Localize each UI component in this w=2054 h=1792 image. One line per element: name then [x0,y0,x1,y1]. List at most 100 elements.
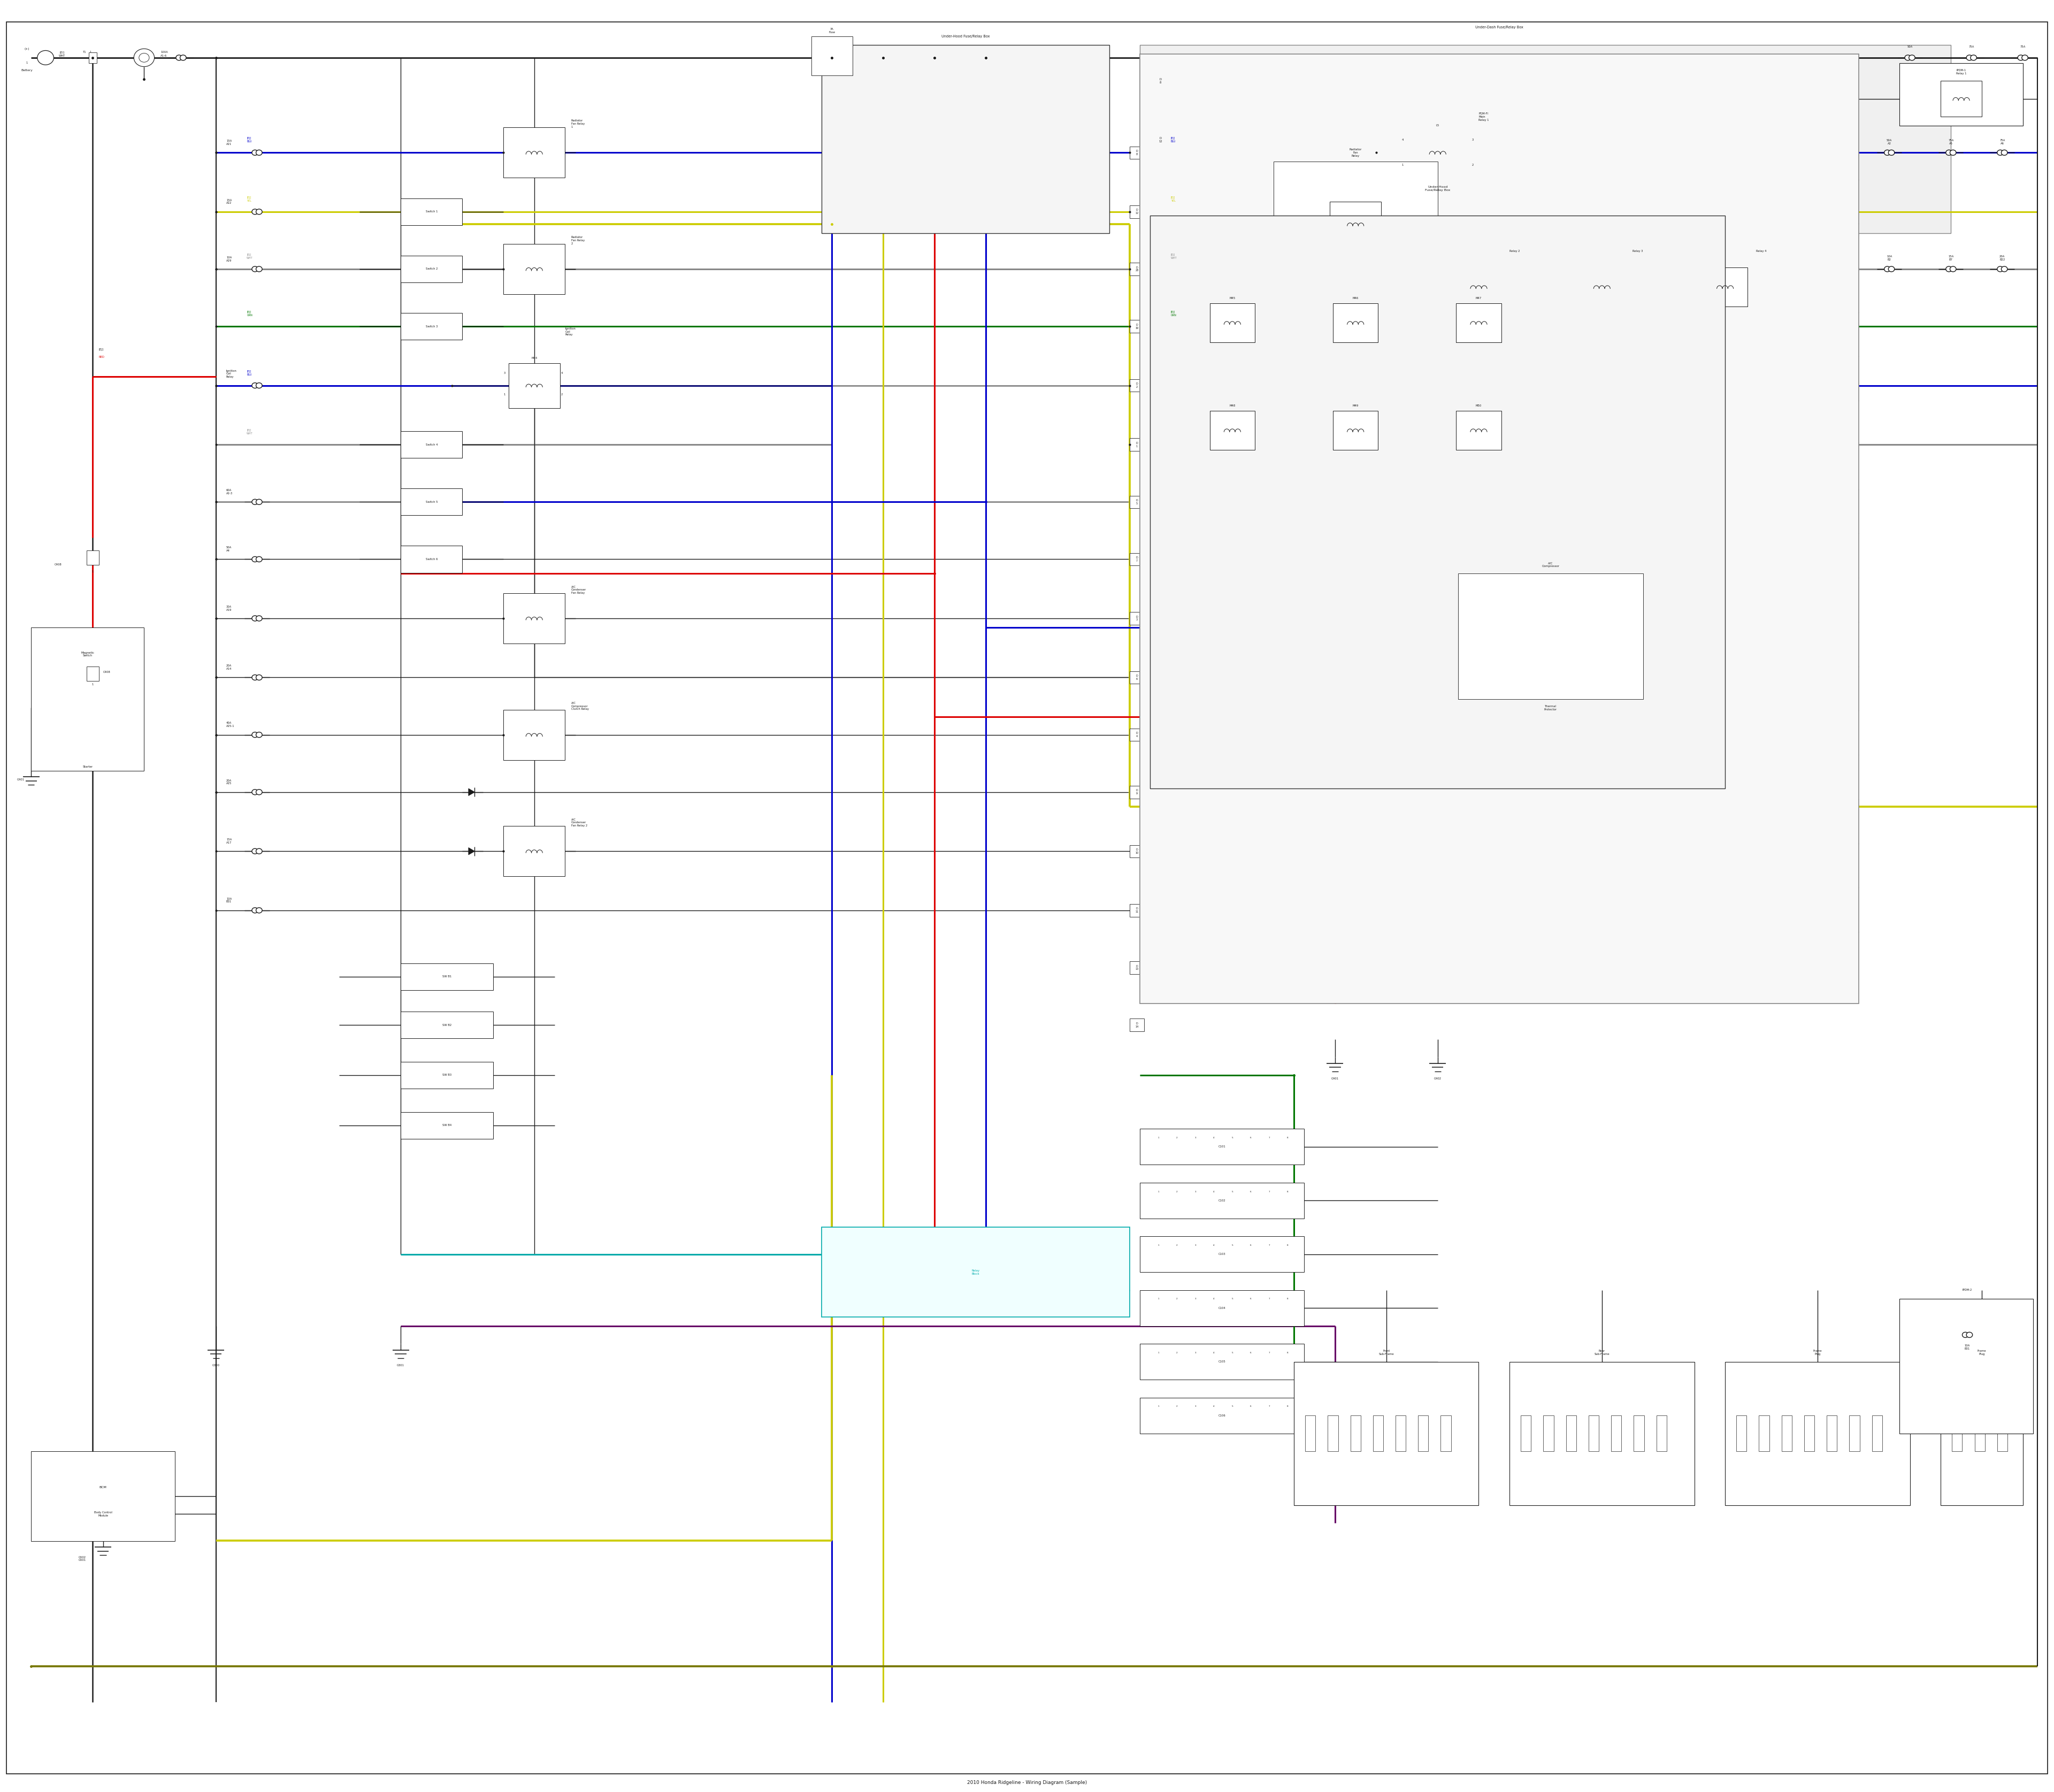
Bar [1941,81,1982,116]
Bar [1210,303,1255,342]
Text: A/C
Compressor: A/C Compressor [1543,561,1559,568]
Text: C106: C106 [1218,1414,1226,1417]
Bar [1417,1416,1428,1452]
Text: Under-Hood Fuse/Relay Box: Under-Hood Fuse/Relay Box [941,34,990,38]
Text: 60A
A2-3: 60A A2-3 [226,489,232,495]
Text: D
10: D 10 [1136,848,1138,855]
Bar [1130,961,1144,973]
Circle shape [253,210,259,215]
Text: SW B3: SW B3 [442,1073,452,1077]
Text: T1: T1 [82,50,86,54]
Text: Switch 4: Switch 4 [425,443,438,446]
Text: Radiator
Fan Relay
1: Radiator Fan Relay 1 [571,120,585,129]
Text: 15A
B7: 15A B7 [1947,256,1953,262]
Bar [1781,1416,1791,1452]
Text: Switch 1: Switch 1 [425,210,438,213]
Circle shape [1962,1331,1968,1337]
Text: Body Control
Module: Body Control Module [94,1511,113,1516]
Text: 10A
B2: 10A B2 [1886,256,1892,262]
Text: D
12: D 12 [1136,210,1138,215]
Bar [1849,1416,1859,1452]
Circle shape [181,56,187,61]
Circle shape [1949,267,1955,272]
Text: G401: G401 [1331,1077,1339,1081]
Text: [EJ]
WHT: [EJ] WHT [1171,254,1177,260]
Circle shape [253,733,259,738]
Text: G401: G401 [16,778,25,781]
Bar [1327,1416,1337,1452]
Text: Ignition
Coil
Relay: Ignition Coil Relay [226,369,236,378]
Bar [1130,554,1144,566]
Text: D
12: D 12 [1158,138,1163,143]
Bar [1633,1416,1643,1452]
Text: 15A
A17: 15A A17 [226,839,232,844]
Text: C102: C102 [1218,1199,1226,1202]
Text: 2010 Honda Ridgeline - Wiring Diagram (Sample): 2010 Honda Ridgeline - Wiring Diagram (S… [967,1779,1087,1785]
Circle shape [1884,151,1890,156]
Bar [401,1111,493,1138]
Text: G502
G501: G502 G501 [78,1555,86,1561]
Bar [1273,161,1438,287]
Text: C104: C104 [1218,1306,1226,1310]
Text: SW B1: SW B1 [442,975,452,978]
Bar [401,547,462,573]
Text: [EJ]: [EJ] [99,348,105,351]
Circle shape [257,849,263,855]
Bar [1210,410,1255,450]
Bar [1974,1416,1984,1452]
Text: Under-Dash Fuse/Relay Box: Under-Dash Fuse/Relay Box [1475,25,1524,29]
Circle shape [253,383,259,389]
Text: [EJ]
YEL: [EJ] YEL [1171,197,1175,202]
Bar [1725,1362,1910,1505]
Text: [EJ]
GRN: [EJ] GRN [246,312,253,317]
Circle shape [257,616,263,622]
Circle shape [1908,56,1914,61]
Text: 75A
A6: 75A A6 [1999,140,2005,145]
Text: Thermal
Protector: Thermal Protector [1545,704,1557,711]
Text: 20A
A14: 20A A14 [226,665,232,670]
Bar [401,199,462,226]
Circle shape [1888,267,1894,272]
Circle shape [1945,267,1951,272]
Bar [503,710,565,760]
Text: [EJ]
BLU: [EJ] BLU [1171,138,1175,143]
Text: Switch 6: Switch 6 [425,557,438,561]
Circle shape [2021,56,2027,61]
Bar [1304,1416,1315,1452]
Bar [1130,729,1144,742]
Bar [1565,1416,1575,1452]
Bar [401,314,462,340]
Bar [1140,1398,1304,1434]
Circle shape [37,50,53,65]
Bar [1703,267,1748,306]
Text: [EJ]
GRN: [EJ] GRN [1171,312,1177,317]
Bar [86,667,99,681]
Bar [1130,206,1144,219]
Text: Ignition
Coil
Relay: Ignition Coil Relay [565,328,575,337]
Circle shape [257,557,263,563]
Bar [1900,63,2023,125]
Bar [1130,321,1144,333]
Text: (+): (+) [25,47,29,50]
Circle shape [1966,1331,1972,1337]
Text: 3A
Fuse: 3A Fuse [828,29,836,34]
Circle shape [1949,151,1955,156]
Bar [1871,1416,1881,1452]
Text: 15A
A21: 15A A21 [226,140,232,145]
Text: 10A
A29: 10A A29 [226,256,232,262]
Text: D
13: D 13 [1136,964,1138,971]
Text: 20A
A25: 20A A25 [226,780,232,785]
Bar [811,36,852,75]
Bar [1588,1416,1598,1452]
Text: Radiator
Fan
Relay: Radiator Fan Relay [1349,149,1362,158]
Bar [1140,54,1859,1004]
Text: IPDM-1
Relay 1: IPDM-1 Relay 1 [1955,70,1966,75]
Circle shape [1888,151,1894,156]
Text: [EJ]
WHT: [EJ] WHT [246,254,253,260]
Text: A1-6: A1-6 [160,54,166,57]
Bar [1130,846,1144,858]
Bar [1294,1362,1479,1505]
Circle shape [253,267,259,272]
Bar [1333,303,1378,342]
Bar [1456,303,1501,342]
